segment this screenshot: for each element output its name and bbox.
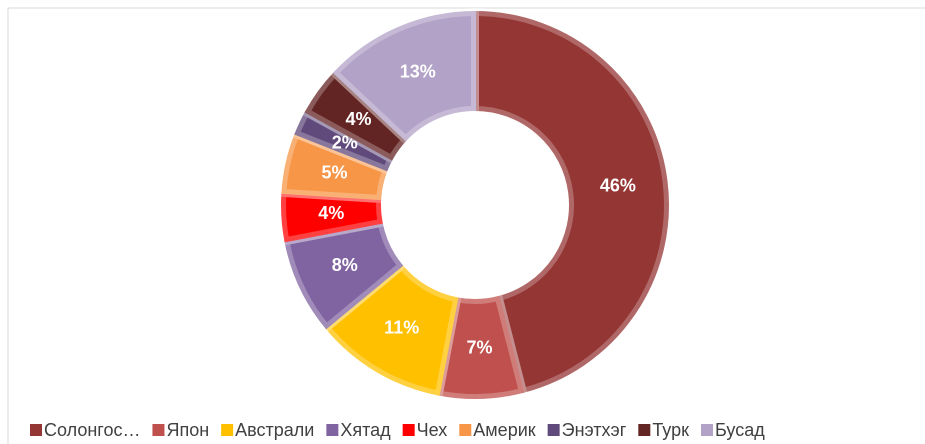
- legend-swatch: [30, 424, 42, 436]
- segment-bevel: [328, 7, 479, 146]
- legend-label: Австрали: [235, 420, 314, 440]
- legend-label: Хятад: [340, 420, 391, 440]
- legend-swatch: [547, 424, 560, 436]
- legend-swatch: [638, 424, 651, 436]
- data-label: 13%: [400, 62, 436, 82]
- legend-swatch: [402, 424, 415, 436]
- data-label: 11%: [384, 318, 419, 338]
- legend-label: Солонгос…: [44, 420, 140, 440]
- legend-label: Турк: [652, 420, 689, 440]
- legend-swatch: [700, 424, 713, 436]
- data-label: 4%: [318, 203, 344, 223]
- segment-bevel: [471, 7, 672, 397]
- legend-swatch: [152, 424, 165, 436]
- legend-swatch: [326, 424, 339, 436]
- legend-swatch: [459, 424, 472, 436]
- legend-swatch: [221, 424, 234, 436]
- chart-frame: [7, 7, 925, 444]
- data-label: 8%: [332, 255, 358, 275]
- legend-label: Чех: [417, 420, 448, 440]
- data-label: 7%: [467, 338, 493, 358]
- data-label: 5%: [321, 162, 347, 182]
- legend-label: Бусад: [715, 420, 765, 440]
- legend-label: Энэтхэг: [562, 420, 627, 440]
- donut-segment: [332, 10, 476, 142]
- data-label: 4%: [345, 109, 371, 129]
- data-label: 46%: [600, 176, 636, 196]
- legend-label: Япон: [166, 420, 209, 440]
- legend-label: Америк: [473, 420, 535, 440]
- donut-segment: [474, 10, 669, 394]
